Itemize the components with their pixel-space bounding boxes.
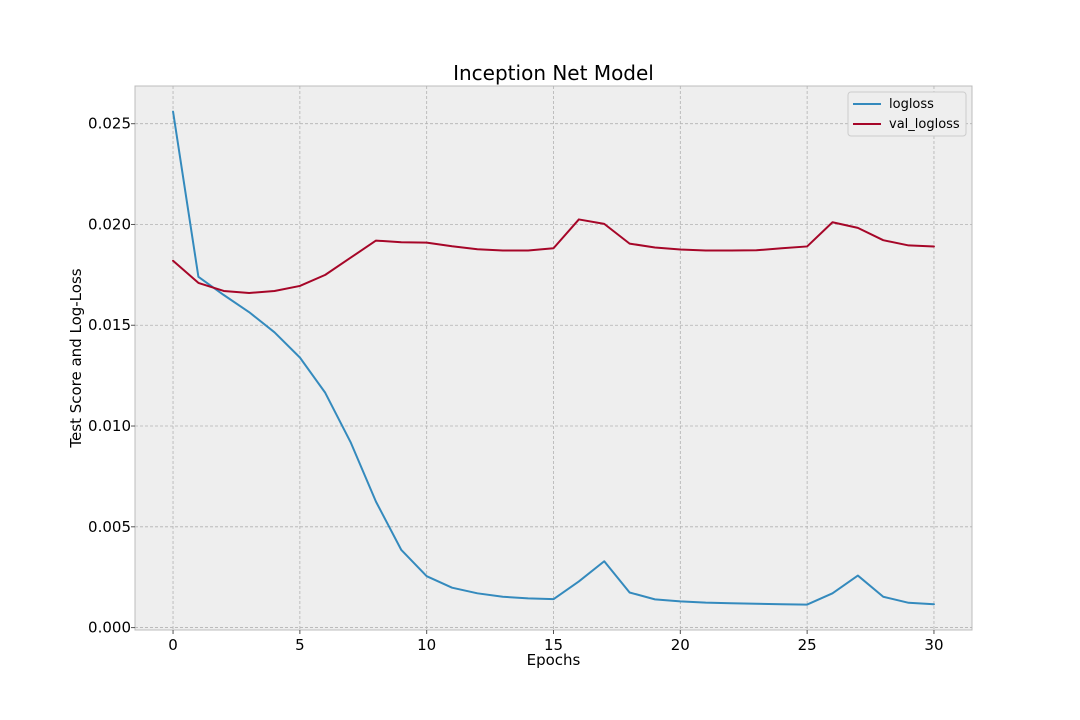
y-tick-label: 0.005: [88, 518, 131, 536]
x-tick-label: 0: [168, 636, 178, 654]
grid-lines: [135, 86, 972, 630]
y-tick-label: 0.000: [88, 619, 131, 637]
x-axis-label: Epochs: [527, 651, 581, 669]
x-tick-label: 30: [924, 636, 943, 654]
y-tick-label: 0.020: [88, 215, 131, 233]
series-line-logloss: [172, 110, 935, 606]
y-tick-label: 0.025: [88, 115, 131, 133]
y-axis-ticks: 0.000 0.005 0.010 0.015 0.020 0.025: [88, 115, 135, 637]
x-tick-label: 20: [671, 636, 690, 654]
legend: logloss val_logloss: [847, 91, 967, 137]
y-axis-label: Test Score and Log-Loss: [67, 268, 85, 448]
legend-label-val-logloss: val_logloss: [889, 117, 960, 132]
x-tick-label: 10: [417, 636, 436, 654]
series-layer: [172, 110, 935, 606]
legend-label-logloss: logloss: [889, 97, 934, 112]
chart-title: Inception Net Model: [453, 61, 654, 85]
x-tick-label: 15: [544, 636, 563, 654]
series-line-val-logloss: [172, 218, 935, 294]
y-tick-label: 0.015: [88, 316, 131, 334]
x-axis-ticks: 0 5 10 15 20 25 30: [168, 630, 944, 654]
y-tick-label: 0.010: [88, 417, 131, 435]
x-tick-label: 5: [295, 636, 305, 654]
x-tick-label: 25: [798, 636, 817, 654]
